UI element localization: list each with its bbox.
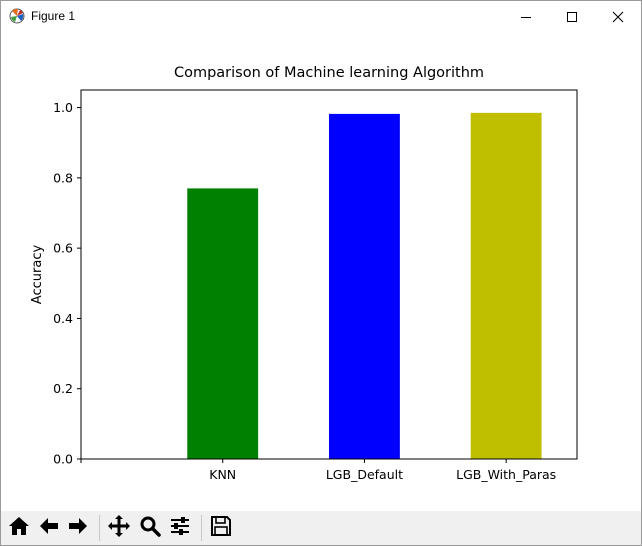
home-icon [8,515,30,541]
y-axis-label: Accuracy [30,245,45,305]
zoom-button[interactable] [137,515,163,541]
configure-subplots-button[interactable] [167,515,193,541]
figure-canvas[interactable]: Comparison of Machine learning Algorithm… [1,32,641,510]
forward-button[interactable] [65,515,91,541]
save-icon [210,515,232,541]
minimize-icon [520,11,532,23]
toolbar-separator [99,515,100,541]
maximize-icon [566,11,578,23]
pan-icon [107,514,131,542]
bar-knn [187,188,259,459]
x-tick-label: LGB_Default [326,467,403,482]
zoom-icon [139,515,161,541]
forward-icon [67,515,89,541]
configure-subplots-icon [169,515,191,541]
chart-title: Comparison of Machine learning Algorithm [174,65,484,81]
save-button[interactable] [208,515,234,541]
close-button[interactable] [595,1,641,32]
navigation-toolbar [1,511,641,545]
matplotlib-logo-icon [9,8,25,24]
y-tick-label: 0.2 [53,381,73,396]
x-tick-label: LGB_With_Paras [456,467,556,482]
back-icon [38,515,60,541]
back-button[interactable] [36,515,62,541]
toolbar-separator [201,515,202,541]
y-tick-label: 0.0 [53,452,73,467]
maximize-button[interactable] [549,1,595,32]
y-tick-label: 1.0 [53,100,73,115]
bar-lgb-default [329,113,400,459]
bar-lgb-with-paras [470,112,542,459]
minimize-button[interactable] [503,1,549,32]
y-tick-label: 0.8 [53,170,73,185]
title-bar[interactable]: Figure 1 [1,1,641,32]
y-tick-label: 0.6 [53,241,73,256]
pan-button[interactable] [106,515,132,541]
bar-chart: Comparison of Machine learning Algorithm… [30,65,578,482]
x-tick-label: KNN [209,467,236,482]
home-button[interactable] [6,515,32,541]
axes-frame [80,89,578,460]
close-icon [612,11,624,23]
y-tick-label: 0.4 [53,311,73,326]
window-title: Figure 1 [31,9,76,23]
